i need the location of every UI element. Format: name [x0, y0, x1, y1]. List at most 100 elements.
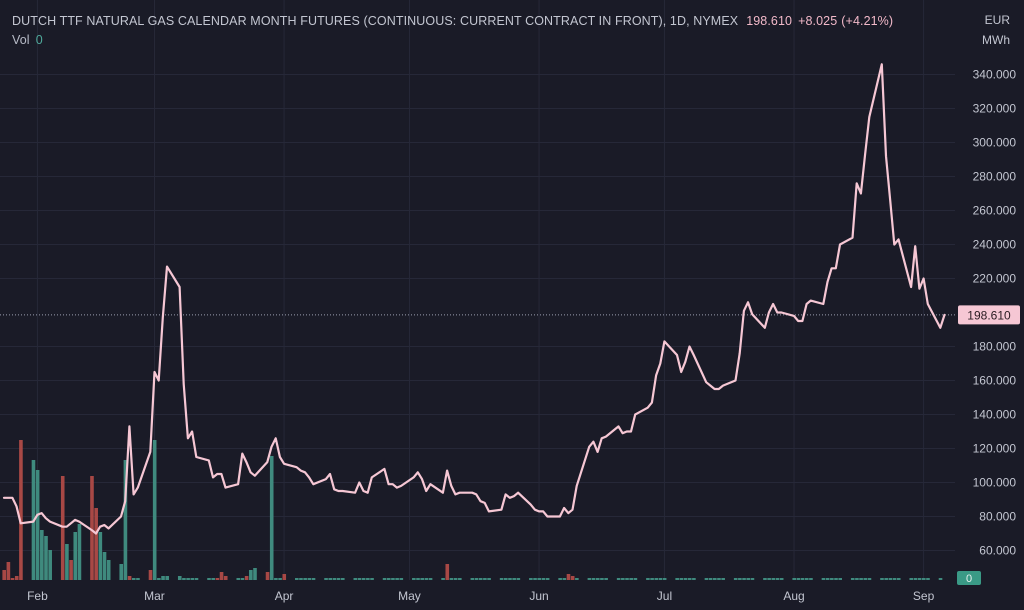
volume-bar — [69, 560, 73, 580]
volume-bar — [742, 578, 746, 580]
volume-bar — [361, 578, 366, 580]
vertical-gridlines — [36, 0, 925, 580]
y-tick-label: 280.000 — [973, 170, 1017, 184]
price-change: +8.025 — [798, 14, 838, 28]
volume-bar — [449, 578, 454, 580]
volume-bar — [746, 578, 751, 580]
volume-bar — [123, 460, 128, 580]
volume-bar — [265, 572, 270, 580]
volume-bar — [10, 578, 15, 580]
last-volume-tag-bg — [957, 571, 981, 585]
x-tick-label: Apr — [275, 589, 294, 603]
volume-bar — [650, 578, 654, 580]
volume-bar — [708, 578, 713, 580]
y-tick-label: 120.000 — [973, 442, 1017, 456]
y-axis-tick-labels: 60.000 80.000 100.000 120.000 140.000 160.000… — [973, 68, 1017, 558]
volume-bar — [416, 578, 420, 580]
x-tick-label: Jun — [529, 589, 548, 603]
volume-bar — [658, 578, 663, 580]
unit-label: MWh — [982, 33, 1010, 47]
volume-bar — [391, 578, 395, 580]
volume-bar — [119, 564, 124, 580]
y-tick-label: 260.000 — [973, 204, 1017, 218]
volume-bar — [412, 578, 416, 580]
price-series-line — [2, 63, 946, 535]
volume-bar — [683, 578, 688, 580]
volume-bar — [888, 578, 893, 580]
volume-bar — [880, 578, 884, 580]
volume-bar — [850, 578, 855, 580]
volume-bar — [136, 578, 140, 580]
volume-bar — [274, 578, 278, 580]
volume-bar — [295, 578, 299, 580]
volume-bar — [94, 508, 98, 580]
volume-bar — [717, 578, 721, 580]
volume-bar — [420, 578, 424, 580]
volume-bar — [453, 578, 458, 580]
y-tick-label: 180.000 — [973, 340, 1017, 354]
volume-bar — [587, 578, 592, 580]
volume-bar — [211, 578, 215, 580]
volume-bar — [90, 476, 94, 580]
volume-bar — [127, 576, 132, 580]
last-price-tag-text: 198.610 — [967, 308, 1011, 322]
volume-bar — [499, 578, 504, 580]
volume-bar — [654, 578, 659, 580]
volume-bar — [14, 576, 19, 580]
volume-bar — [44, 536, 48, 580]
volume-bar — [186, 578, 190, 580]
volume-bar — [40, 530, 44, 580]
volume-bar — [240, 578, 245, 580]
volume-bar — [792, 578, 797, 580]
volume-bar — [152, 440, 157, 580]
volume-bar — [800, 578, 805, 580]
volume-bar — [269, 456, 274, 580]
volume-bar — [838, 578, 842, 580]
volume-bar — [545, 578, 550, 580]
x-tick-label: May — [398, 589, 421, 603]
volume-bar — [892, 578, 897, 580]
last-volume-tag: 0 — [957, 571, 981, 585]
volume-bar — [483, 578, 487, 580]
volume-bar — [207, 578, 211, 580]
volume-bar — [190, 578, 195, 580]
volume-bar — [340, 578, 345, 580]
volume-bar — [558, 578, 562, 580]
volume-bar — [165, 576, 170, 580]
volume-bar — [182, 578, 186, 580]
last-volume-tag-text: 0 — [966, 573, 972, 585]
volume-bar — [775, 578, 780, 580]
volume-bar — [713, 578, 717, 580]
volume-legend: Vol 0 — [12, 33, 43, 47]
y-tick-label: 140.000 — [973, 408, 1017, 422]
volume-bar — [662, 578, 667, 580]
chart-header: DUTCH TTF NATURAL GAS CALENDAR MONTH FUT… — [12, 14, 893, 28]
volume-bar — [336, 578, 341, 580]
last-price: 198.610 — [746, 14, 793, 28]
volume-bar — [161, 576, 165, 580]
volume-bar — [913, 578, 918, 580]
volume-bar — [692, 578, 696, 580]
volume-bar — [591, 578, 596, 580]
volume-bar — [512, 578, 516, 580]
volume-bar — [244, 576, 249, 580]
volume-bar — [324, 578, 328, 580]
x-tick-label: Aug — [783, 589, 804, 603]
y-tick-label: 220.000 — [973, 272, 1017, 286]
volume-bar — [779, 578, 784, 580]
volume-bar — [441, 578, 445, 580]
volume-bar — [604, 578, 608, 580]
volume-bar — [687, 578, 692, 580]
volume-bar — [194, 578, 199, 580]
volume-bar — [303, 578, 307, 580]
volume-bar — [562, 578, 567, 580]
volume-bar — [73, 532, 78, 580]
volume-bar — [804, 578, 809, 580]
x-tick-label: Mar — [144, 589, 165, 603]
y-tick-label: 80.000 — [979, 510, 1016, 524]
volume-bar — [704, 578, 709, 580]
volume-bar — [830, 578, 834, 580]
volume-bar — [529, 578, 533, 580]
volume-bar — [867, 578, 872, 580]
